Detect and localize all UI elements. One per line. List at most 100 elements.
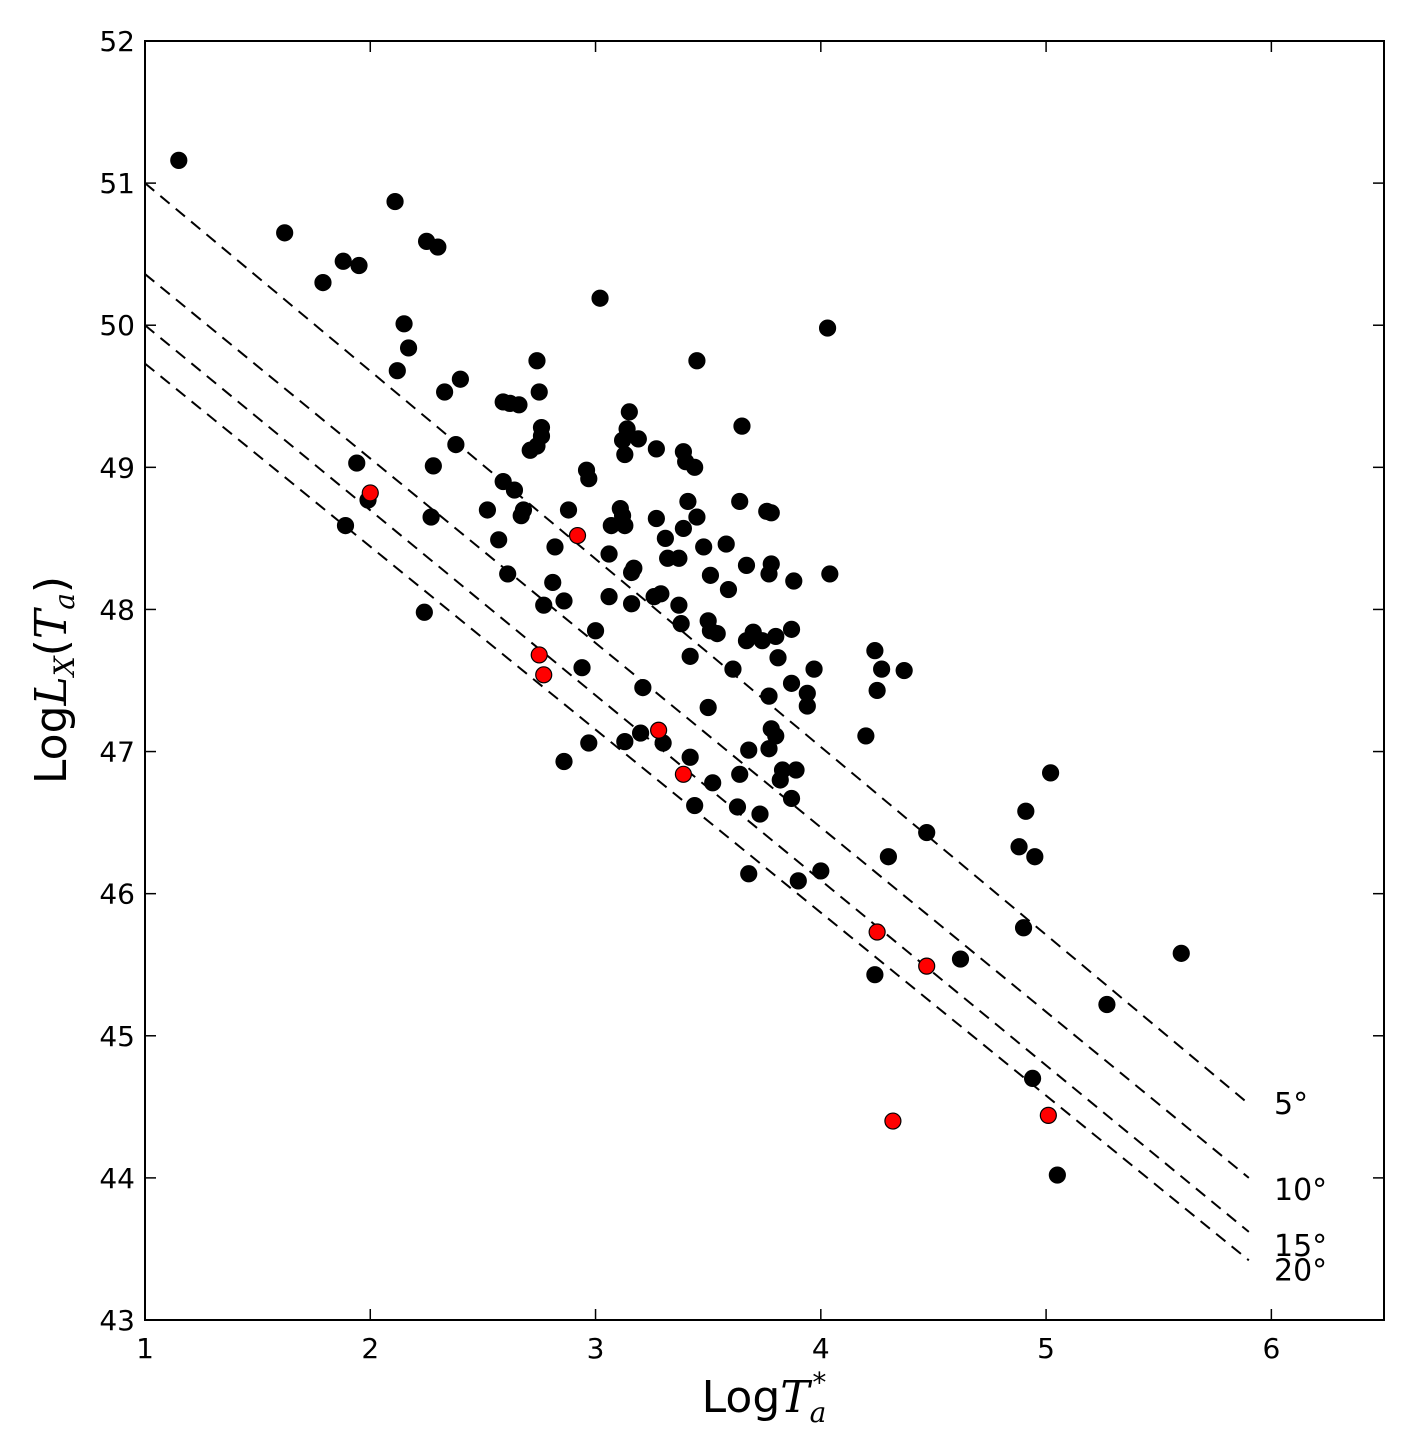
data-point [879,848,898,866]
data-point [701,566,720,584]
x-tick-label: 2 [361,1332,379,1365]
data-point [490,531,508,549]
data-point [600,545,618,563]
data-point [361,484,379,502]
data-point [873,660,891,678]
data-point [1010,838,1028,856]
data-point [731,765,749,783]
data-point [708,625,726,643]
data-point [679,492,697,511]
data-point [451,370,469,388]
data-point [674,519,693,538]
data-point [510,396,528,414]
data-point [688,352,706,370]
y-tick-label: 44 [99,1162,135,1195]
data-point [724,660,742,678]
data-point [276,224,294,242]
x-tick-label: 3 [587,1332,605,1365]
data-point [580,734,598,752]
data-points [170,151,1190,1184]
data-point [422,508,440,526]
data-point [1017,802,1035,820]
data-point [1014,919,1033,937]
data-point [812,862,830,880]
reference-line [144,324,1250,1233]
data-point [395,315,413,333]
data-point [670,596,688,614]
data-point [429,238,447,256]
data-point [544,573,562,592]
data-point [616,733,634,751]
data-point [733,417,751,435]
data-point [895,661,913,680]
data-point [762,504,780,522]
data-point [695,538,713,556]
data-point [818,319,837,337]
y-tick-label: 52 [99,25,135,58]
data-point [388,362,406,380]
data-point [1039,1106,1057,1124]
y-axis-title: LogLX(Ta) [26,576,81,784]
data-point [555,592,573,610]
data-point [573,659,591,677]
data-point [688,508,706,526]
data-point [681,647,699,665]
data-point [866,642,884,660]
data-point [686,458,704,476]
data-point [528,437,546,455]
data-point [868,923,886,941]
data-point [857,727,875,745]
data-point [782,674,801,692]
data-point [386,192,404,211]
data-point [805,660,823,678]
data-point [528,352,546,370]
data-point [767,627,785,646]
data-point [951,950,970,968]
data-point [760,687,778,705]
data-point [436,383,454,401]
data-point [170,151,188,169]
data-point [622,595,641,613]
data-point [1048,1166,1066,1184]
data-point [652,585,670,603]
data-point [530,383,548,401]
data-point [1098,995,1116,1014]
data-point [670,549,688,567]
x-tick-label: 5 [1037,1332,1055,1365]
data-point [751,805,769,823]
data-point [704,774,722,792]
data-point [505,481,524,499]
data-point [535,666,553,684]
data-point [580,470,598,488]
data-point [647,440,665,458]
data-point [629,430,647,448]
data-point [672,615,690,633]
data-point [559,501,578,519]
data-point [478,501,497,519]
data-point [350,256,368,275]
data-point [568,526,587,545]
data-point [918,823,936,842]
data-point [447,435,465,454]
data-point [616,516,634,535]
data-point [618,420,636,438]
data-point [740,865,758,883]
x-tick-label: 6 [1262,1332,1280,1365]
y-tick-label: 43 [99,1304,135,1337]
data-point [740,741,758,759]
data-point [546,538,564,556]
data-point [424,457,442,475]
data-point [918,957,936,975]
data-point [699,698,717,717]
line-label: 20° [1274,1253,1327,1288]
line-label: 10° [1274,1173,1327,1208]
data-point [866,966,884,984]
data-point [769,649,787,667]
data-point [600,588,618,606]
line-label: 15° [1274,1229,1327,1264]
plot-frame [144,40,1385,1321]
data-point [686,796,704,815]
